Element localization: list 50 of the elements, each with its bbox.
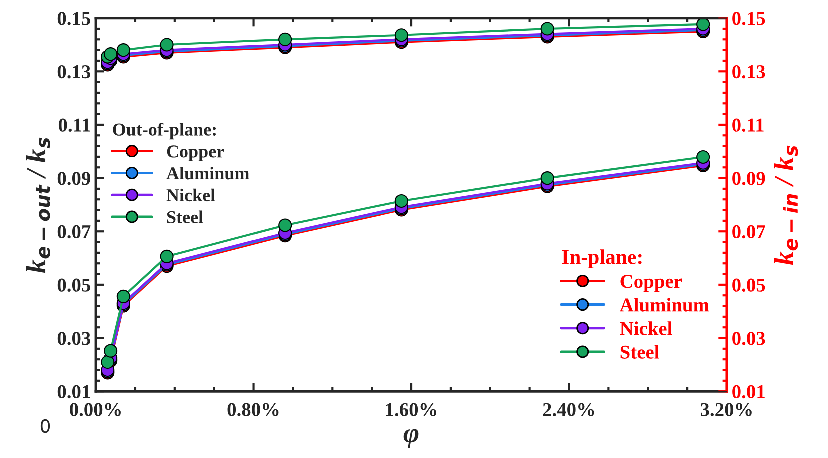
legend-label: Aluminum: [620, 298, 710, 312]
x-axis-title: φ: [404, 429, 419, 448]
point: [540, 172, 554, 186]
y2-tick-label: 0.05: [732, 278, 766, 292]
y2-tick-label: 0.15: [732, 12, 766, 26]
point: [101, 355, 115, 370]
legend-label: Aluminum: [166, 167, 250, 180]
point: [160, 38, 174, 52]
point: [160, 250, 174, 264]
legend-label: Nickel: [166, 188, 216, 202]
y-tick-label: 0.13: [58, 65, 91, 79]
y2-tick-label: 0.01: [732, 385, 765, 399]
legend-label: Copper: [620, 275, 682, 292]
point: [394, 194, 408, 208]
legend-label: Steel: [620, 345, 660, 359]
text: Out-of-plane:: [113, 123, 216, 140]
y-tick-label: 0.05: [58, 278, 90, 292]
y-tick-label: 0.09: [58, 172, 90, 186]
y-tick-label: 0.15: [58, 12, 90, 26]
y2-tick-label: 0.07: [732, 225, 766, 239]
y-axis-title: k$_{e−out}$ / k$_{s}$: [26, 138, 50, 274]
x-tick-label: 2.40%: [543, 403, 594, 416]
point: [116, 44, 130, 58]
legend-label: Steel: [167, 210, 204, 224]
x-tick-label: 3.20%: [700, 403, 752, 416]
text: In-plane:: [562, 250, 642, 269]
x-tick-label: 0.00%: [70, 403, 121, 416]
point: [696, 18, 710, 32]
point: [104, 48, 118, 62]
point: [104, 344, 118, 358]
legend-label: Nickel: [620, 322, 672, 336]
x-tick-label: 0.80%: [228, 403, 279, 416]
point: [116, 290, 130, 304]
y2-tick-label: 0.03: [732, 332, 766, 346]
point: [696, 150, 710, 164]
point: [540, 22, 554, 36]
y2-tick-label: 0.13: [732, 65, 766, 79]
legend-label: Copper: [167, 146, 224, 162]
y-tick-label: 0.11: [58, 118, 90, 132]
text: 0: [40, 419, 50, 434]
y-tick-label: 0.07: [58, 225, 91, 239]
y-tick-label: 0.03: [58, 332, 91, 346]
y2-tick-label: 0.11: [732, 118, 764, 132]
x-tick-label: 1.60%: [386, 403, 436, 416]
y2-tick-label: 0.09: [732, 172, 766, 186]
y2-axis-title: k$_{e−in}$ / k$_{s}$: [774, 146, 798, 266]
point: [278, 32, 292, 46]
point: [394, 28, 408, 42]
point: [278, 218, 292, 232]
y-tick-label: 0.01: [58, 385, 90, 399]
